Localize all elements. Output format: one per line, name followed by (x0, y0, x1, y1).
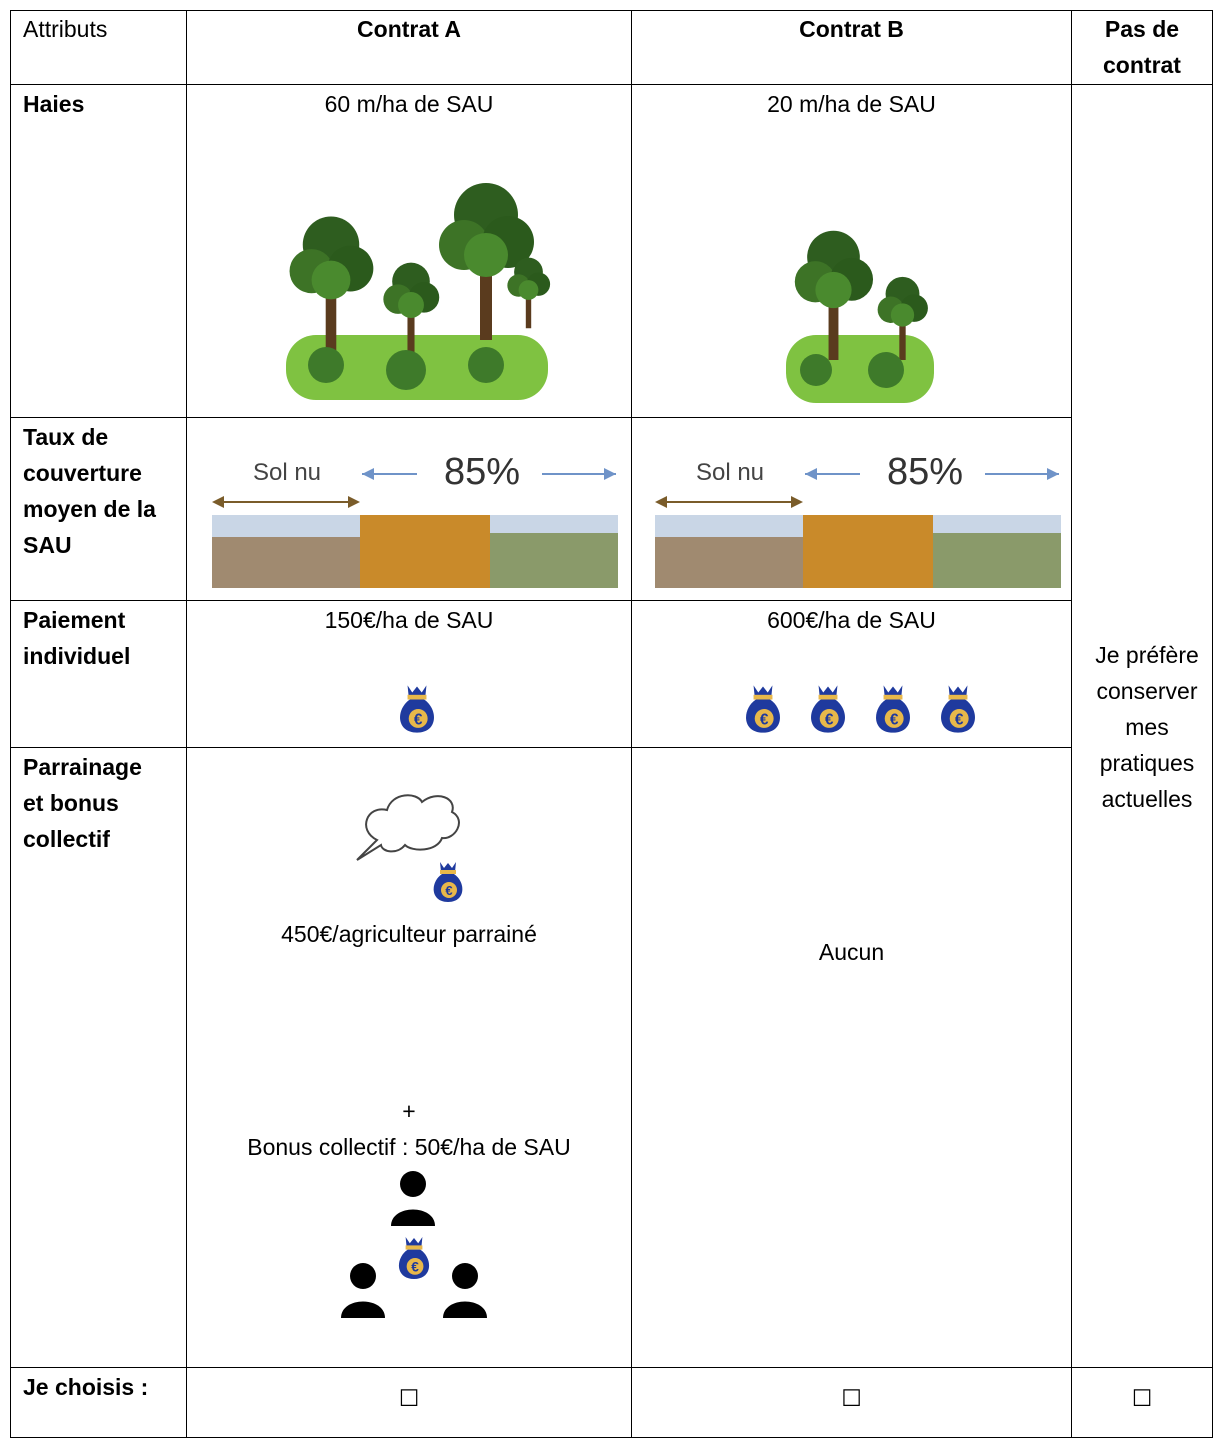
cell-text: Aucun (818, 939, 885, 965)
row-label: Paiement individuel (23, 607, 131, 669)
row-label: Je choisis : (23, 1374, 149, 1400)
row-label: Haies (23, 91, 85, 117)
coverage-rate: 85% (887, 451, 963, 493)
cell (10, 84, 187, 418)
checkbox[interactable]: ☐ (841, 1385, 862, 1411)
money-bag (400, 685, 434, 733)
coverage-image: Sol nu 85% (655, 451, 1061, 588)
checkbox[interactable]: ☐ (398, 1385, 420, 1411)
money-bag (433, 862, 463, 902)
row-label: Taux de couverture moyen de la SAU (23, 424, 156, 558)
header-cell: Contrat A (357, 16, 461, 42)
cell-text: Je préfère conserver mes pratiques actue… (1095, 642, 1199, 812)
hedge-image (786, 230, 934, 403)
cell (631, 747, 1072, 1368)
cell-text: Bonus collectif : 50€/ha de SAU (247, 1134, 571, 1160)
coverage-label: Sol nu (253, 459, 321, 486)
hedge-image (286, 183, 551, 400)
header-cell: Contrat B (799, 16, 904, 42)
cell-text: + (402, 1098, 416, 1124)
cell-text: 60 m/ha de SAU (324, 91, 494, 117)
coverage-label: Sol nu (696, 459, 764, 486)
coverage-image: Sol nu 85% (212, 451, 618, 588)
speech-cloud (356, 794, 460, 861)
group-icon (341, 1171, 487, 1318)
money-bags (746, 685, 975, 733)
coverage-rate: 85% (444, 451, 520, 493)
cell-text: 150€/ha de SAU (324, 607, 494, 633)
header-cell: Pas de contrat (1103, 16, 1181, 78)
cell-text: 20 m/ha de SAU (767, 91, 936, 117)
checkbox[interactable]: ☐ (1131, 1385, 1153, 1411)
cell-text: 600€/ha de SAU (767, 607, 936, 633)
row-label: Parrainage et bonus collectif (23, 754, 142, 852)
cell-text: 450€/agriculteur parrainé (281, 921, 537, 947)
header-cell: Attributs (23, 16, 108, 42)
